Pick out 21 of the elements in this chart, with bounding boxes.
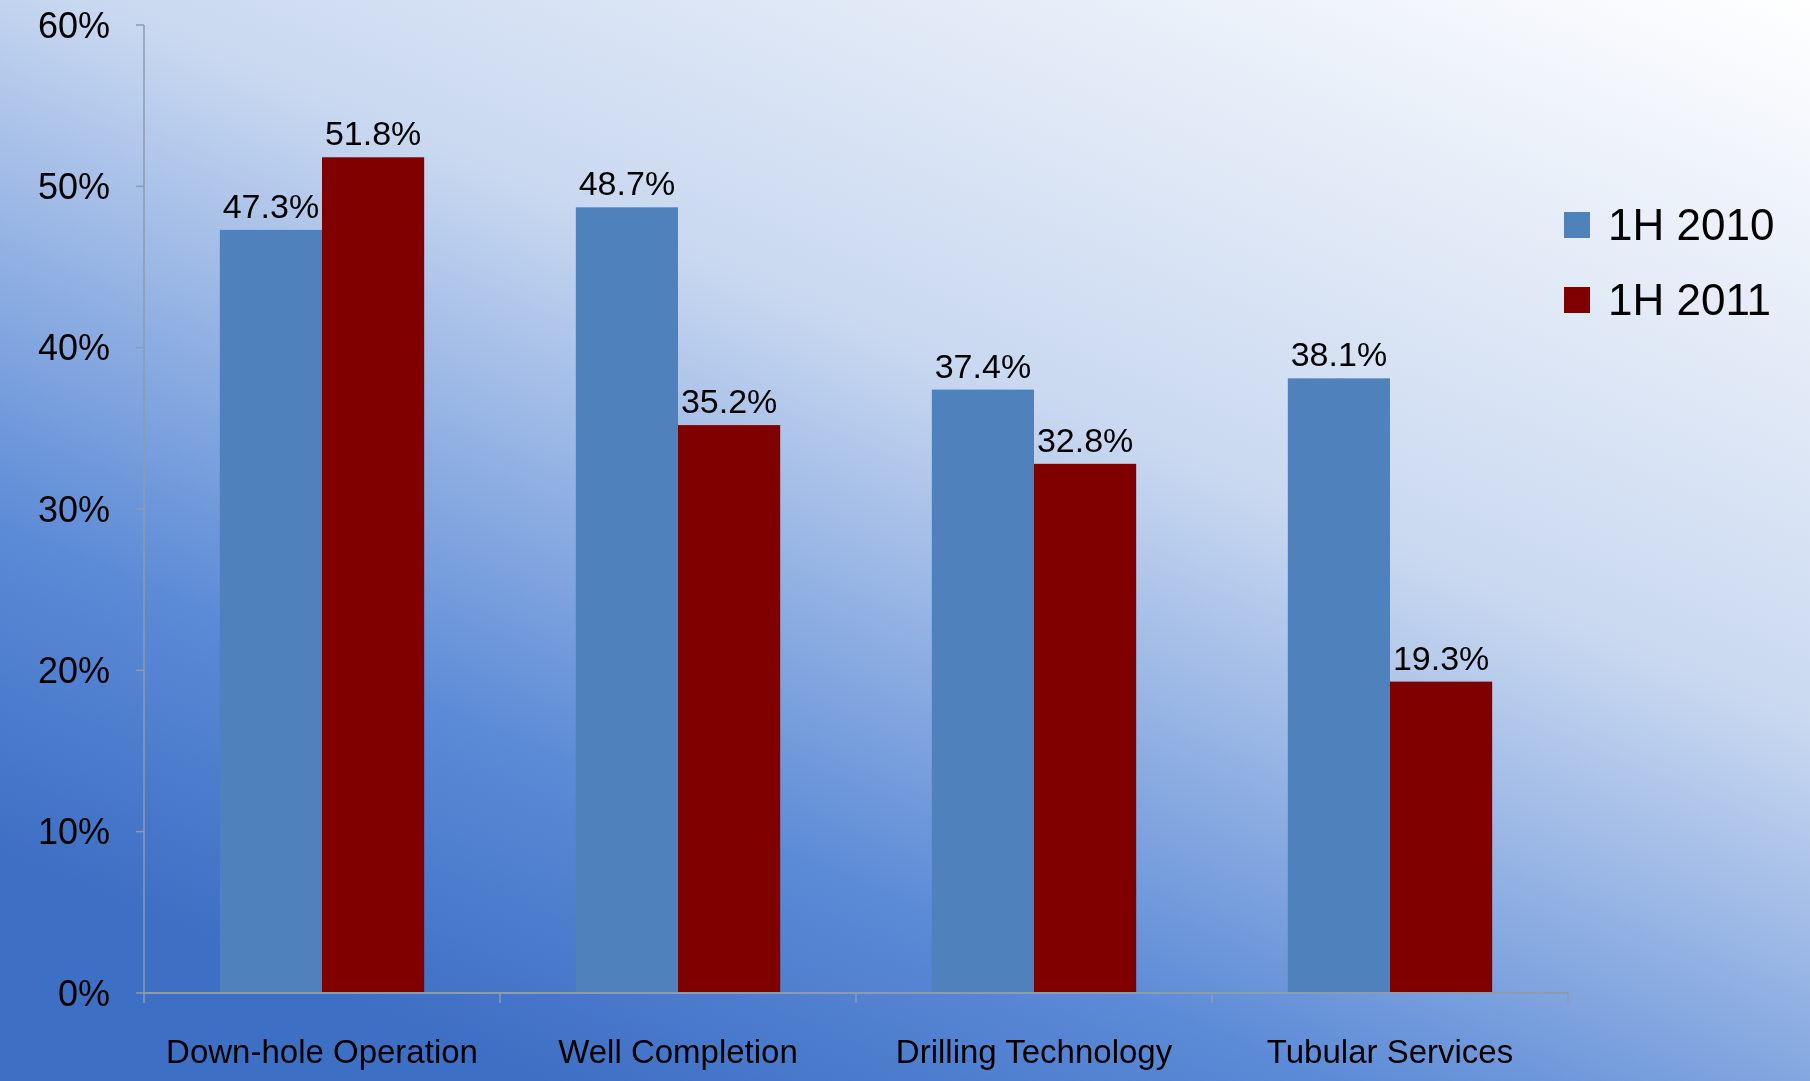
y-tick-label: 40% [37,327,110,369]
text: 48.7% [578,164,676,203]
legend-label: 1H 2010 [1608,200,1775,250]
y-tick-label: 30% [37,488,110,530]
text: 35.2% [680,382,778,421]
text: 47.3% [222,186,320,225]
x-tick-label: Down-hole Operation [166,1033,478,1070]
y-tick-label: 10% [37,811,110,853]
x-tick-label: Drilling Technology [895,1033,1173,1070]
text: 51.8% [324,114,422,153]
text: 32.8% [1036,420,1134,459]
x-tick-label: Tubular Services [1266,1033,1514,1070]
legend-label: 1H 2011 [1608,275,1772,325]
text: 37.4% [934,346,1032,385]
y-tick-label: 20% [37,649,110,691]
y-tick-label: 0% [57,972,110,1014]
text: 38.1% [1290,335,1388,374]
x-tick-label: Well Completion [558,1033,798,1070]
y-tick-label: 60% [37,4,110,46]
y-tick-label: 50% [37,165,110,207]
text: 19.3% [1392,638,1490,677]
